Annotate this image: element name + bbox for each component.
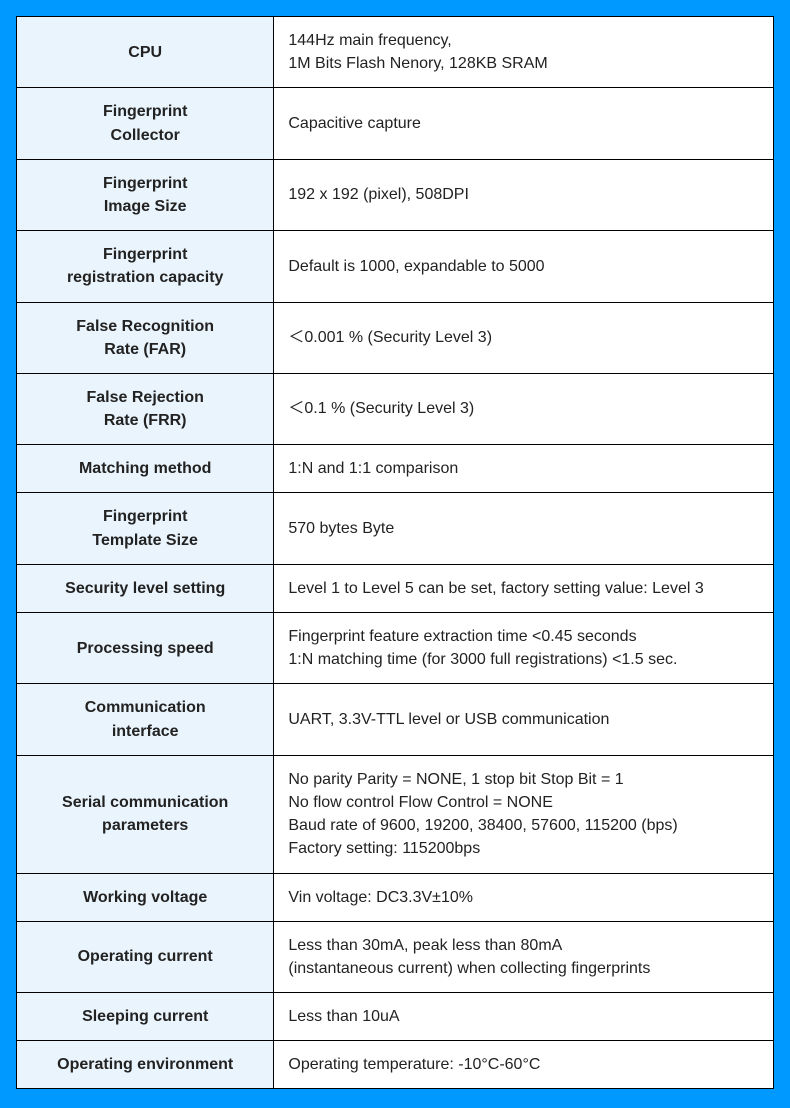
spec-value-line: ＜0.1 % (Security Level 3) [288, 397, 759, 420]
table-row: Sleeping current Less than 10uA [17, 993, 774, 1041]
spec-label-line: Fingerprint [31, 172, 259, 195]
spec-label: FingerprintCollector [17, 88, 274, 159]
spec-value-line: UART, 3.3V-TTL level or USB communicatio… [288, 708, 759, 731]
spec-value: No parity Parity = NONE, 1 stop bit Stop… [274, 755, 774, 873]
spec-value: Less than 30mA, peak less than 80mA(inst… [274, 921, 774, 992]
spec-label-line: Rate (FRR) [31, 409, 259, 432]
spec-value: Less than 10uA [274, 993, 774, 1041]
spec-label-line: Serial communication [31, 791, 259, 814]
spec-value: 192 x 192 (pixel), 508DPI [274, 159, 774, 230]
spec-label-line: Operating current [31, 945, 259, 968]
spec-label-line: Collector [31, 124, 259, 147]
spec-value-line: Less than 10uA [288, 1005, 759, 1028]
spec-value-line: Default is 1000, expandable to 5000 [288, 255, 759, 278]
spec-value: Capacitive capture [274, 88, 774, 159]
spec-label: False RejectionRate (FRR) [17, 373, 274, 444]
table-row: Matching method 1:N and 1:1 comparison [17, 445, 774, 493]
spec-value: 1:N and 1:1 comparison [274, 445, 774, 493]
spec-label-line: Fingerprint [31, 100, 259, 123]
table-row: Security level setting Level 1 to Level 5… [17, 564, 774, 612]
spec-label: Operating current [17, 921, 274, 992]
spec-table-body: CPU 144Hz main frequency,1M Bits Flash Ne… [17, 17, 774, 1089]
spec-value: Default is 1000, expandable to 5000 [274, 231, 774, 302]
spec-label-line: Sleeping current [31, 1005, 259, 1028]
spec-label-line: Fingerprint [31, 505, 259, 528]
spec-value-line: Factory setting: 115200bps [288, 837, 759, 860]
spec-value: 570 bytes Byte [274, 493, 774, 564]
spec-value-line: Fingerprint feature extraction time <0.4… [288, 625, 759, 648]
spec-value-line: ＜0.001 % (Security Level 3) [288, 326, 759, 349]
table-row: FingerprintTemplate Size 570 bytes Byte [17, 493, 774, 564]
spec-label: Matching method [17, 445, 274, 493]
spec-value: Fingerprint feature extraction time <0.4… [274, 613, 774, 684]
table-row: Serial communicationparameters No parity … [17, 755, 774, 873]
table-row: False RecognitionRate (FAR) ＜0.001 % (Sec… [17, 302, 774, 373]
spec-value-line: 144Hz main frequency, [288, 29, 759, 52]
specifications-table: CPU 144Hz main frequency,1M Bits Flash Ne… [16, 16, 774, 1089]
table-row: False RejectionRate (FRR) ＜0.1 % (Securit… [17, 373, 774, 444]
spec-label-line: Fingerprint [31, 243, 259, 266]
spec-label: Serial communicationparameters [17, 755, 274, 873]
spec-label-line: Image Size [31, 195, 259, 218]
spec-value-line: Vin voltage: DC3.3V±10% [288, 886, 759, 909]
spec-label-line: Security level setting [31, 577, 259, 600]
spec-value: Vin voltage: DC3.3V±10% [274, 873, 774, 921]
spec-value-line: Level 1 to Level 5 can be set, factory s… [288, 577, 759, 600]
spec-value-line: 570 bytes Byte [288, 517, 759, 540]
spec-label: CPU [17, 17, 274, 88]
table-row: Operating environment Operating temperatu… [17, 1041, 774, 1089]
table-row: Fingerprintregistration capacity Default … [17, 231, 774, 302]
spec-label: Operating environment [17, 1041, 274, 1089]
spec-label-line: False Recognition [31, 315, 259, 338]
spec-value-line: Less than 30mA, peak less than 80mA [288, 934, 759, 957]
spec-label-line: Working voltage [31, 886, 259, 909]
spec-label-line: Processing speed [31, 637, 259, 660]
spec-label: Fingerprintregistration capacity [17, 231, 274, 302]
spec-label: FingerprintImage Size [17, 159, 274, 230]
table-row: CPU 144Hz main frequency,1M Bits Flash Ne… [17, 17, 774, 88]
spec-label-line: Matching method [31, 457, 259, 480]
spec-value: UART, 3.3V-TTL level or USB communicatio… [274, 684, 774, 755]
spec-label-line: CPU [31, 41, 259, 64]
spec-label-line: Operating environment [31, 1053, 259, 1076]
spec-value: ＜0.001 % (Security Level 3) [274, 302, 774, 373]
spec-label: Security level setting [17, 564, 274, 612]
spec-value-line: 1M Bits Flash Nenory, 128KB SRAM [288, 52, 759, 75]
table-row: FingerprintImage Size 192 x 192 (pixel), … [17, 159, 774, 230]
spec-label: FingerprintTemplate Size [17, 493, 274, 564]
spec-label-line: parameters [31, 814, 259, 837]
spec-label: Working voltage [17, 873, 274, 921]
spec-value: ＜0.1 % (Security Level 3) [274, 373, 774, 444]
spec-value-line: Capacitive capture [288, 112, 759, 135]
table-row: Working voltage Vin voltage: DC3.3V±10% [17, 873, 774, 921]
spec-label: Communicationinterface [17, 684, 274, 755]
spec-value-line: Baud rate of 9600, 19200, 38400, 57600, … [288, 814, 759, 837]
spec-value-line: 192 x 192 (pixel), 508DPI [288, 183, 759, 206]
table-row: FingerprintCollector Capacitive capture [17, 88, 774, 159]
spec-value: Level 1 to Level 5 can be set, factory s… [274, 564, 774, 612]
spec-value: Operating temperature: -10°C-60°C [274, 1041, 774, 1089]
spec-value-line: No flow control Flow Control = NONE [288, 791, 759, 814]
spec-label-line: registration capacity [31, 266, 259, 289]
spec-label-line: False Rejection [31, 386, 259, 409]
spec-label: Sleeping current [17, 993, 274, 1041]
table-row: Processing speed Fingerprint feature extr… [17, 613, 774, 684]
spec-label-line: Communication [31, 696, 259, 719]
spec-label-line: Rate (FAR) [31, 338, 259, 361]
spec-value-line: (instantaneous current) when collecting … [288, 957, 759, 980]
spec-value: 144Hz main frequency,1M Bits Flash Nenor… [274, 17, 774, 88]
spec-label: Processing speed [17, 613, 274, 684]
table-row: Communicationinterface UART, 3.3V-TTL lev… [17, 684, 774, 755]
spec-label: False RecognitionRate (FAR) [17, 302, 274, 373]
spec-value-line: No parity Parity = NONE, 1 stop bit Stop… [288, 768, 759, 791]
spec-value-line: 1:N and 1:1 comparison [288, 457, 759, 480]
spec-label-line: interface [31, 720, 259, 743]
table-row: Operating current Less than 30mA, peak le… [17, 921, 774, 992]
spec-label-line: Template Size [31, 529, 259, 552]
spec-value-line: Operating temperature: -10°C-60°C [288, 1053, 759, 1076]
spec-value-line: 1:N matching time (for 3000 full registr… [288, 648, 759, 671]
